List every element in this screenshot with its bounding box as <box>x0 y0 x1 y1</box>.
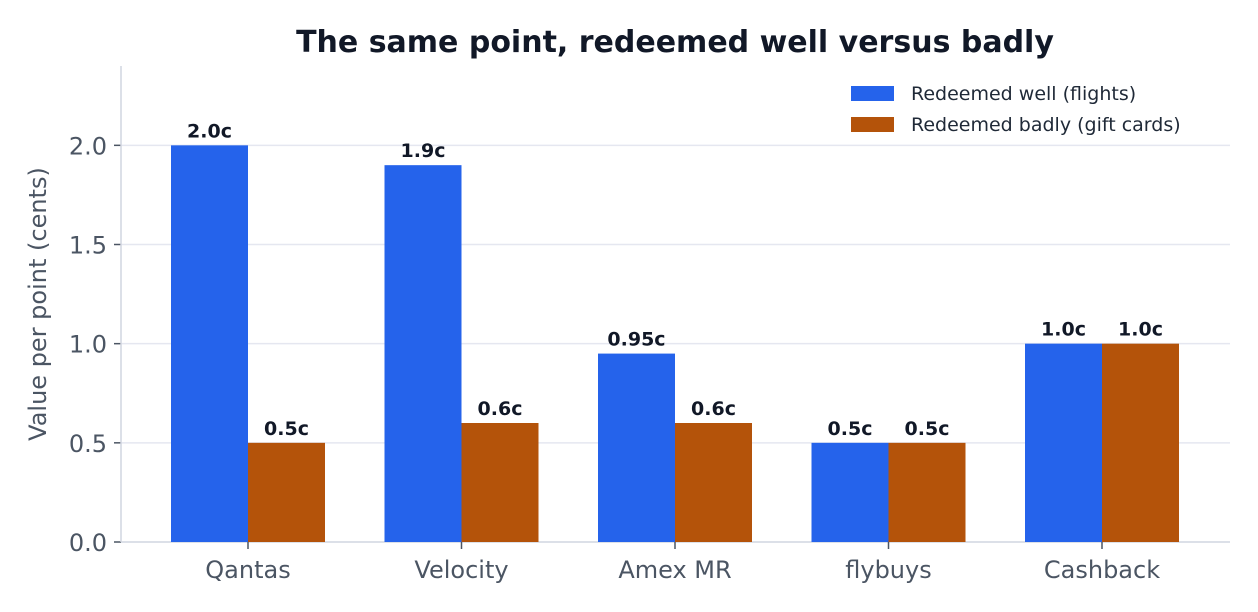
bar <box>1025 343 1102 542</box>
axes: 0.0 0.5 1.0 1.5 2.0 Qantas Velocity Amex MR flyb… <box>69 66 1230 584</box>
y-tick-label: 1.5 <box>69 232 107 260</box>
bar <box>248 442 325 542</box>
y-tick-label: 1.0 <box>69 331 107 359</box>
y-tick-label: 2.0 <box>69 132 107 160</box>
bar-value-label: 1.9c <box>401 140 446 162</box>
bar-value-label: 1.0c <box>1041 319 1086 341</box>
y-axis-label: Value per point (cents) <box>24 167 52 441</box>
bar-value-label: 0.5c <box>905 418 950 440</box>
bars <box>171 145 1179 543</box>
x-tick-label: Velocity <box>414 556 508 584</box>
chart-title: The same point, redeemed well versus bad… <box>296 25 1054 60</box>
bar-value-label: 0.5c <box>264 418 309 440</box>
legend-swatch <box>851 117 894 132</box>
bar <box>1102 343 1179 542</box>
bar-value-label: 0.6c <box>691 398 736 420</box>
bar <box>171 145 248 543</box>
x-tick-label: Qantas <box>205 556 290 584</box>
bar-value-label: 2.0c <box>187 120 232 142</box>
y-tick-label: 0.0 <box>69 529 107 557</box>
bar <box>675 423 752 542</box>
legend: Redeemed well (flights) Redeemed badly (g… <box>851 83 1181 136</box>
bar <box>888 442 966 542</box>
bar <box>811 442 889 542</box>
legend-label: Redeemed badly (gift cards) <box>911 114 1181 136</box>
legend-swatch <box>851 86 894 101</box>
data-labels: 2.0c 0.5c 1.9c 0.6c 0.95c 0.6c 0.5c 0.5c 1.0c 1.0… <box>187 120 1163 440</box>
bar <box>461 423 539 542</box>
bar-value-label: 0.6c <box>478 398 523 420</box>
bar <box>384 165 462 542</box>
bar-value-label: 0.5c <box>828 418 873 440</box>
y-tick-label: 0.5 <box>69 430 107 458</box>
x-tick-label: Cashback <box>1044 556 1160 584</box>
legend-label: Redeemed well (flights) <box>911 83 1136 105</box>
bar-value-label: 1.0c <box>1118 319 1163 341</box>
bar <box>598 353 675 542</box>
bar-value-label: 0.95c <box>607 329 665 351</box>
x-tick-label: flybuys <box>845 556 931 584</box>
x-tick-label: Amex MR <box>618 556 731 584</box>
